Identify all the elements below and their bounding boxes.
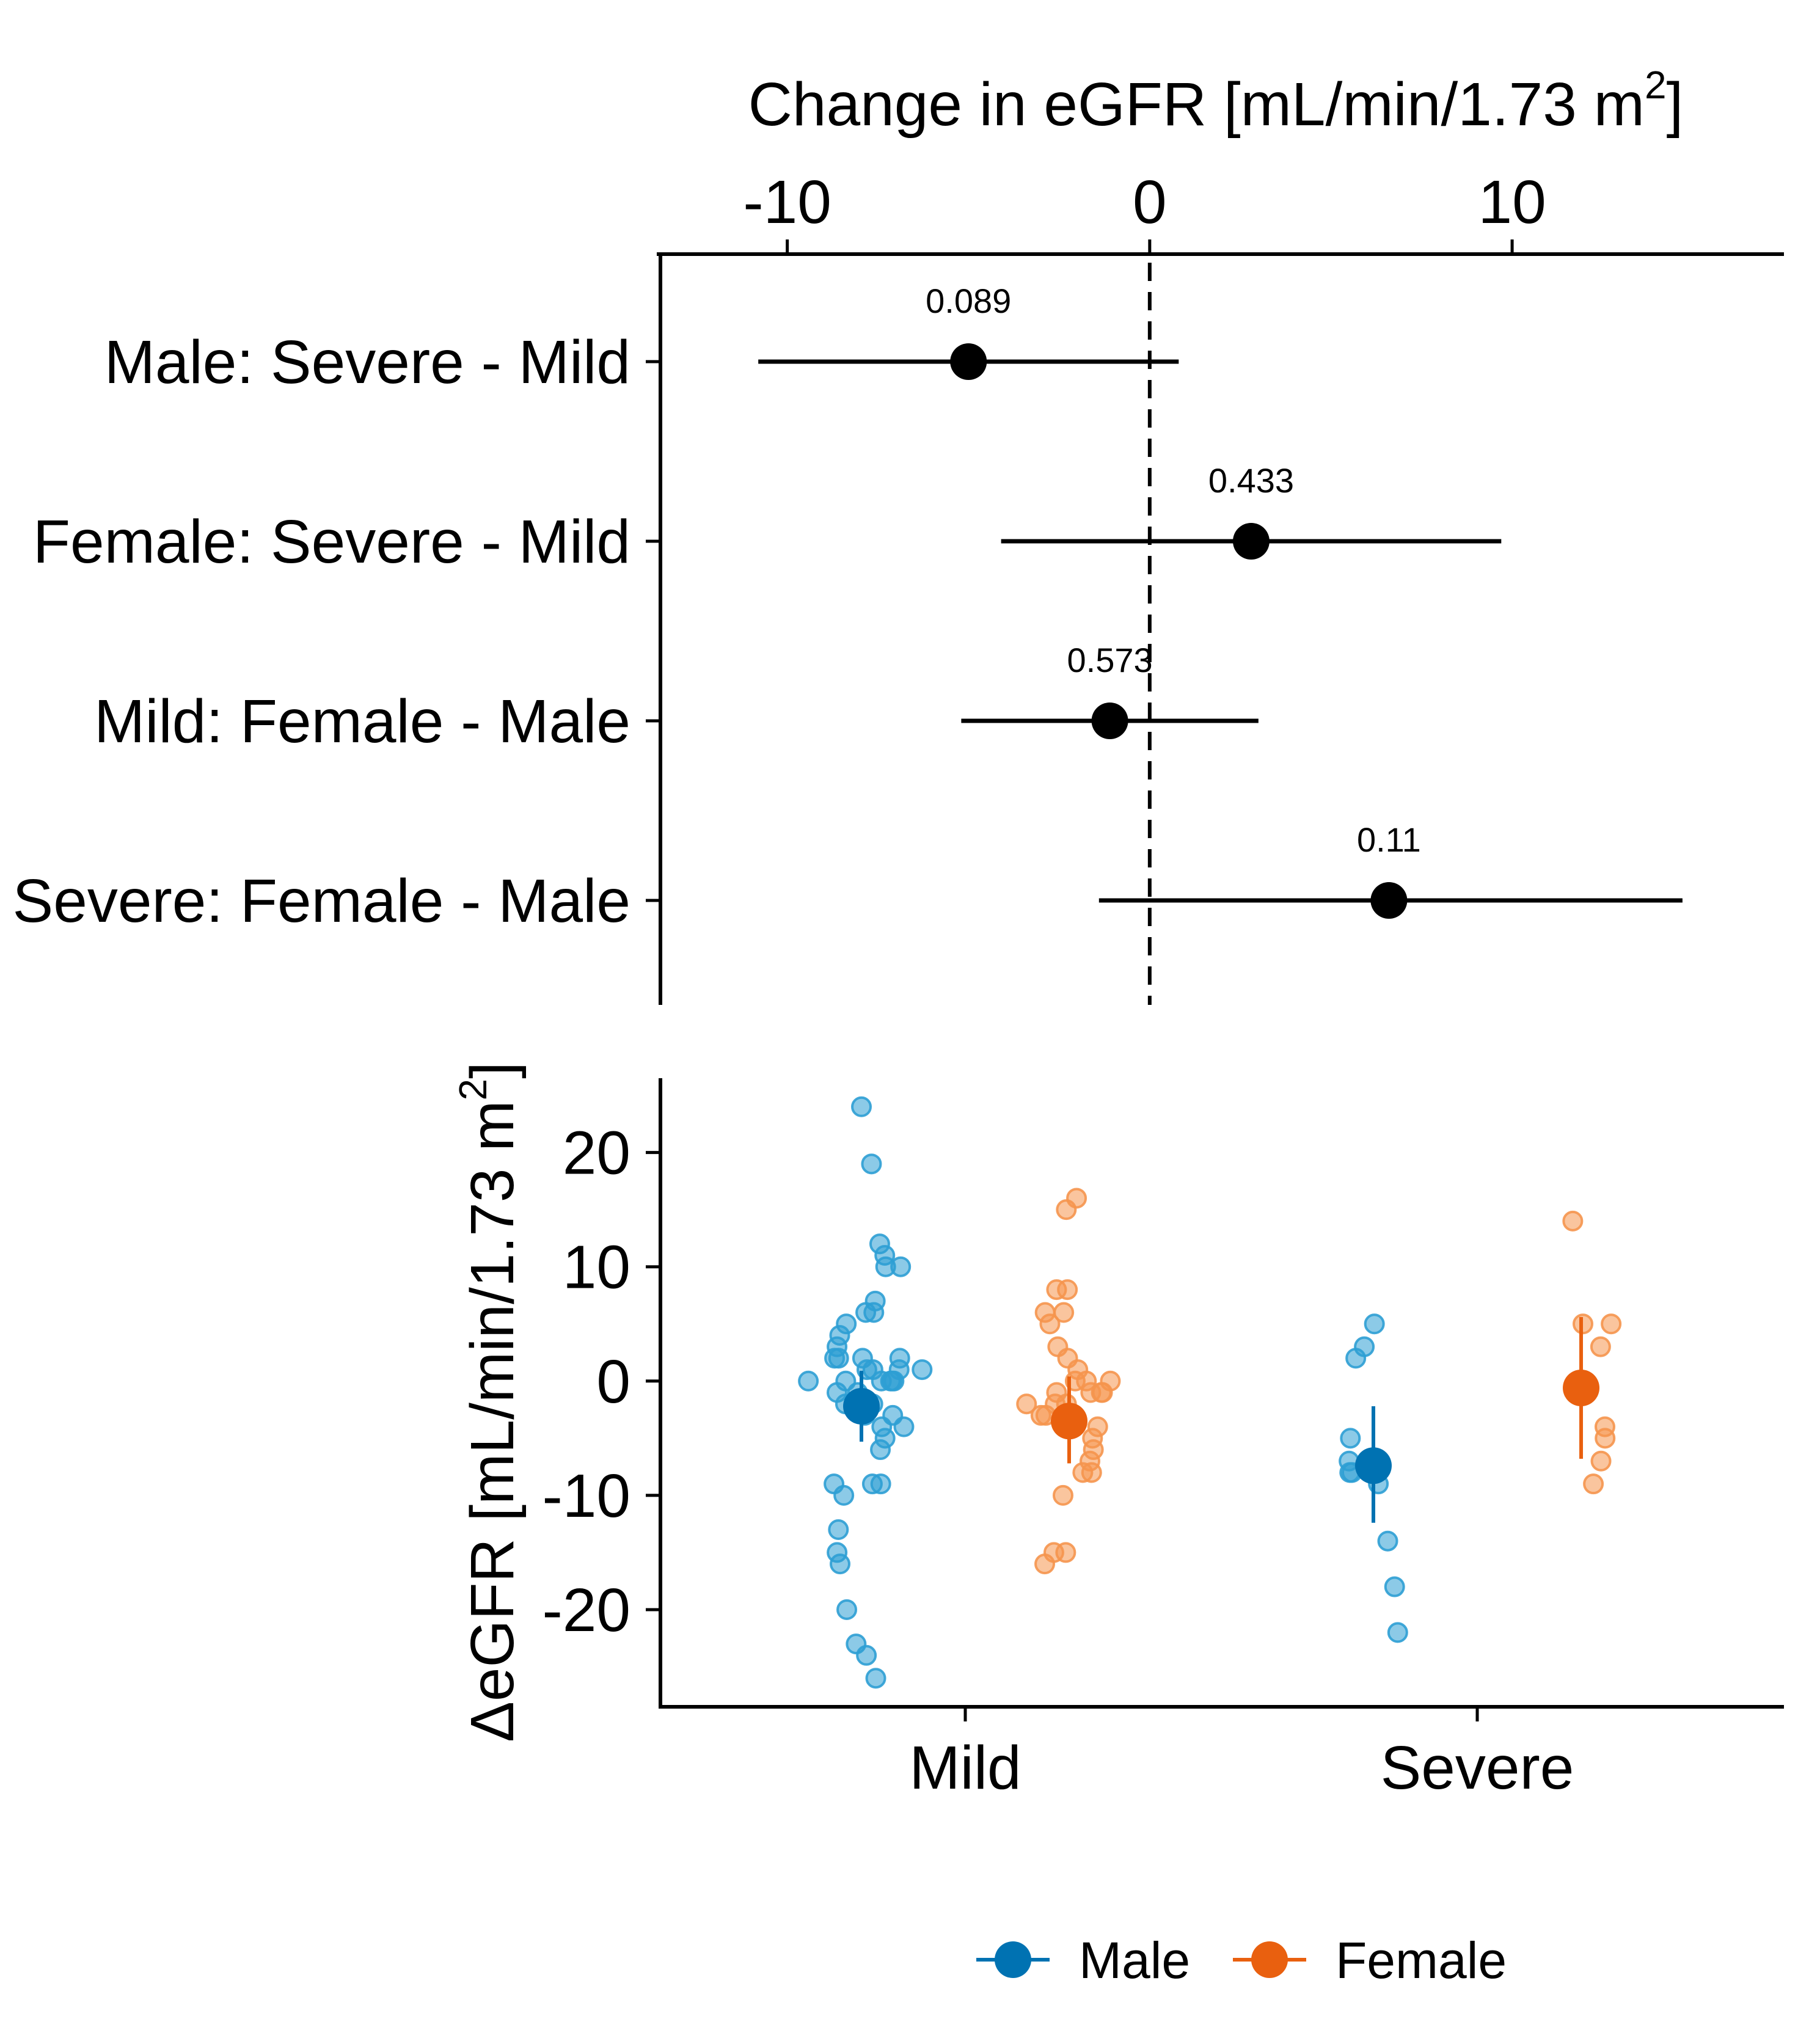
- p-value-label: 0.573: [1067, 641, 1153, 679]
- legend: Male Female: [976, 1932, 1507, 1989]
- data-point-female: [1590, 1450, 1612, 1472]
- data-point-male: [829, 1553, 850, 1575]
- scatter-y-ticks: -20 -10 0 10 20: [542, 1119, 660, 1644]
- data-point-female: [1590, 1336, 1611, 1357]
- data-point-female: [1034, 1553, 1056, 1575]
- legend-item-female: Female: [1233, 1932, 1507, 1989]
- scatter-points: [798, 1096, 1622, 1689]
- point-estimate: [950, 343, 987, 380]
- scatter-y-tick-label: -20: [542, 1576, 630, 1644]
- forest-x-axis-title-close: ]: [1667, 70, 1684, 139]
- data-point-male: [833, 1484, 855, 1506]
- scatter-x-ticks: Mild Severe: [909, 1707, 1574, 1802]
- data-point-male: [856, 1644, 877, 1666]
- scatter-plot-panel: ΔeGFR [mL/min/1.73 m2] -20 -10 0 10 20 Mild S…: [451, 1062, 1784, 1802]
- forest-row: Male: Severe - Mild 0.089: [104, 282, 1179, 396]
- data-point-male: [798, 1370, 819, 1392]
- data-point-male: [870, 1473, 891, 1495]
- data-point-male: [890, 1256, 912, 1277]
- data-point-female: [1091, 1382, 1112, 1403]
- data-point-male: [870, 1439, 891, 1461]
- legend-label: Male: [1079, 1932, 1190, 1989]
- scatter-y-axis-title: ΔeGFR [mL/min/1.73 m2]: [451, 1062, 527, 1742]
- data-point-female: [1053, 1302, 1075, 1323]
- scatter-x-tick-label: Severe: [1381, 1734, 1574, 1802]
- scatter-y-tick-label: 0: [596, 1348, 630, 1416]
- legend-key-dot: [995, 1941, 1031, 1978]
- forest-x-axis-title-superscript: 2: [1645, 63, 1667, 107]
- data-point-female: [1601, 1313, 1622, 1335]
- data-point-female: [1030, 1404, 1051, 1426]
- data-point-male: [828, 1519, 849, 1541]
- forest-row-label: Male: Severe - Mild: [104, 328, 630, 396]
- summary-mean-male: [1355, 1447, 1392, 1484]
- scatter-y-tick-label: 20: [563, 1119, 630, 1188]
- forest-row-label: Severe: Female - Male: [13, 867, 630, 935]
- data-point-male: [893, 1416, 915, 1437]
- p-value-label: 0.089: [926, 282, 1011, 320]
- data-point-male: [824, 1348, 846, 1369]
- data-point-female: [1081, 1462, 1102, 1483]
- point-estimate: [1370, 882, 1408, 919]
- forest-x-tick-label: 10: [1478, 168, 1546, 236]
- summary-mean-female: [1563, 1370, 1599, 1407]
- data-point-male: [1364, 1313, 1385, 1335]
- data-point-female: [1055, 1542, 1076, 1563]
- data-point-male: [836, 1599, 858, 1620]
- data-point-male: [1377, 1530, 1398, 1552]
- data-point-male: [851, 1096, 872, 1117]
- scatter-y-tick-label: -10: [542, 1462, 630, 1530]
- forest-x-axis-title: Change in eGFR [mL/min/1.73 m2]: [748, 63, 1684, 139]
- forest-x-axis-title-main: Change in eGFR [mL/min/1.73 m: [748, 70, 1645, 139]
- data-point-male: [863, 1302, 885, 1323]
- forest-plot-panel: Change in eGFR [mL/min/1.73 m2] -10 0 10 M…: [13, 63, 1784, 1005]
- data-point-male: [861, 1153, 882, 1175]
- legend-item-male: Male: [976, 1932, 1190, 1989]
- scatter-x-tick-label: Mild: [909, 1734, 1021, 1802]
- data-point-female: [1595, 1428, 1616, 1449]
- forest-x-tick-label: -10: [743, 168, 831, 236]
- data-point-male: [883, 1370, 905, 1392]
- data-point-female: [1039, 1313, 1061, 1335]
- forest-row-label: Female: Severe - Mild: [33, 508, 630, 576]
- forest-x-ticks: -10 0 10: [743, 168, 1546, 254]
- scatter-summary: [843, 1317, 1599, 1523]
- scatter-y-axis-title-close: ]: [458, 1062, 527, 1079]
- summary-mean-male: [843, 1387, 880, 1425]
- forest-row-label: Mild: Female - Male: [94, 687, 630, 756]
- summary-mean-female: [1051, 1403, 1087, 1440]
- forest-x-tick-label: 0: [1133, 168, 1167, 236]
- point-estimate: [1091, 703, 1128, 739]
- data-point-male: [1384, 1576, 1405, 1597]
- forest-rows: Male: Severe - Mild 0.089 Female: Severe -…: [13, 282, 1683, 935]
- legend-label: Female: [1336, 1932, 1507, 1989]
- scatter-y-tick-label: 10: [563, 1233, 630, 1302]
- data-point-male: [1340, 1428, 1361, 1449]
- data-point-female: [1056, 1199, 1077, 1221]
- data-point-male: [1387, 1622, 1408, 1643]
- p-value-label: 0.433: [1208, 461, 1294, 500]
- forest-row: Female: Severe - Mild 0.433: [33, 461, 1502, 576]
- data-point-female: [1016, 1393, 1037, 1415]
- data-point-male: [1345, 1348, 1367, 1369]
- legend-key-dot: [1251, 1941, 1288, 1978]
- data-point-male: [865, 1668, 886, 1689]
- forest-row: Severe: Female - Male 0.11: [13, 820, 1683, 935]
- data-point-female: [1583, 1473, 1604, 1495]
- forest-row: Mild: Female - Male 0.573: [94, 641, 1259, 756]
- data-point-female: [1057, 1279, 1078, 1301]
- p-value-label: 0.11: [1357, 820, 1421, 859]
- scatter-y-axis-title-main: ΔeGFR [mL/min/1.73 m: [458, 1101, 527, 1742]
- data-point-male: [912, 1359, 933, 1381]
- scatter-y-axis-title-superscript: 2: [451, 1079, 495, 1101]
- point-estimate: [1232, 523, 1270, 560]
- data-point-female: [1562, 1210, 1584, 1232]
- data-point-female: [1052, 1484, 1073, 1506]
